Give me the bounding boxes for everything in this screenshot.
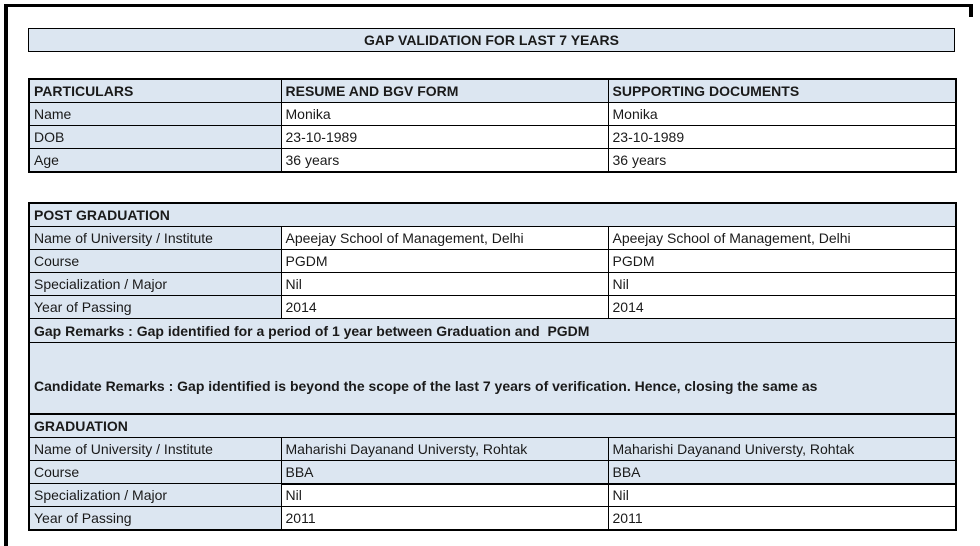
grad-year-supporting-value: 2011 xyxy=(607,506,957,531)
pg-university-supporting-value: Apeejay School of Management, Delhi xyxy=(607,226,957,250)
table-row: Course BBA BBA xyxy=(28,460,957,484)
graduation-table: GRADUATION Name of University / Institut… xyxy=(28,413,958,531)
graduation-section-title: GRADUATION xyxy=(28,413,957,438)
pg-specialization-resume-value: Nil xyxy=(280,272,609,296)
post-graduation-section-title: POST GRADUATION xyxy=(28,202,957,227)
candidate-remarks-line1: Candidate Remarks : Gap identified is be… xyxy=(34,378,818,394)
row-label-university: Name of University / Institute xyxy=(28,226,282,250)
particulars-header-row: PARTICULARS RESUME AND BGV FORM SUPPORTI… xyxy=(28,78,957,103)
grad-course-supporting-value: BBA xyxy=(607,460,957,484)
pg-specialization-supporting-value: Nil xyxy=(607,272,957,296)
row-label-year-of-passing: Year of Passing xyxy=(28,295,282,319)
table-row: Name of University / Institute Apeejay S… xyxy=(28,226,957,250)
age-supporting-value: 36 years xyxy=(607,148,957,173)
page-title: GAP VALIDATION FOR LAST 7 YEARS xyxy=(28,28,955,52)
column-header-resume: RESUME AND BGV FORM xyxy=(280,78,609,103)
grad-university-resume-value: Maharishi Dayanand Universty, Rohtak xyxy=(280,437,609,461)
table-row: Year of Passing 2011 2011 xyxy=(28,506,957,531)
row-label-university: Name of University / Institute xyxy=(28,437,282,461)
grad-specialization-supporting-value: Nil xyxy=(607,483,957,507)
table-row: Specialization / Major Nil Nil xyxy=(28,272,957,296)
grad-university-supporting-value: Maharishi Dayanand Universty, Rohtak xyxy=(607,437,957,461)
column-header-supporting: SUPPORTING DOCUMENTS xyxy=(607,78,957,103)
table-row: Year of Passing 2014 2014 xyxy=(28,295,957,319)
pg-year-resume-value: 2014 xyxy=(280,295,609,319)
row-label-age: Age xyxy=(28,148,282,173)
section-header-row: GRADUATION xyxy=(28,413,957,438)
table-row: DOB 23-10-1989 23-10-1989 xyxy=(28,125,957,149)
name-supporting-value: Monika xyxy=(607,102,957,126)
pg-year-supporting-value: 2014 xyxy=(607,295,957,319)
gap-remarks-row: Gap Remarks : Gap identified for a perio… xyxy=(28,318,957,343)
table-row: Age 36 years 36 years xyxy=(28,148,957,173)
table-row: Specialization / Major Nil Nil xyxy=(28,483,957,507)
grad-year-resume-value: 2011 xyxy=(280,506,609,531)
page-border-top xyxy=(4,4,973,7)
row-label-course: Course xyxy=(28,460,282,484)
dob-supporting-value: 23-10-1989 xyxy=(607,125,957,149)
page-border-left xyxy=(4,4,8,546)
grad-specialization-resume-value: Nil xyxy=(280,483,609,507)
row-label-year-of-passing: Year of Passing xyxy=(28,506,282,531)
pg-university-resume-value: Apeejay School of Management, Delhi xyxy=(280,226,609,250)
age-resume-value: 36 years xyxy=(280,148,609,173)
row-label-course: Course xyxy=(28,249,282,273)
particulars-table: PARTICULARS RESUME AND BGV FORM SUPPORTI… xyxy=(28,78,957,173)
table-row: Name Monika Monika xyxy=(28,102,957,126)
row-label-name: Name xyxy=(28,102,282,126)
page-border-right-stub xyxy=(969,4,973,17)
gap-remarks-text: Gap Remarks : Gap identified for a perio… xyxy=(28,318,957,343)
row-label-specialization: Specialization / Major xyxy=(28,272,282,296)
section-header-row: POST GRADUATION xyxy=(28,202,957,227)
table-row: Course PGDM PGDM xyxy=(28,249,957,273)
name-resume-value: Monika xyxy=(280,102,609,126)
row-label-specialization: Specialization / Major xyxy=(28,483,282,507)
dob-resume-value: 23-10-1989 xyxy=(280,125,609,149)
row-label-dob: DOB xyxy=(28,125,282,149)
grad-course-resume-value: BBA xyxy=(280,460,609,484)
column-header-particulars: PARTICULARS xyxy=(28,78,282,103)
table-row: Name of University / Institute Maharishi… xyxy=(28,437,957,461)
pg-course-resume-value: PGDM xyxy=(280,249,609,273)
pg-course-supporting-value: PGDM xyxy=(607,249,957,273)
